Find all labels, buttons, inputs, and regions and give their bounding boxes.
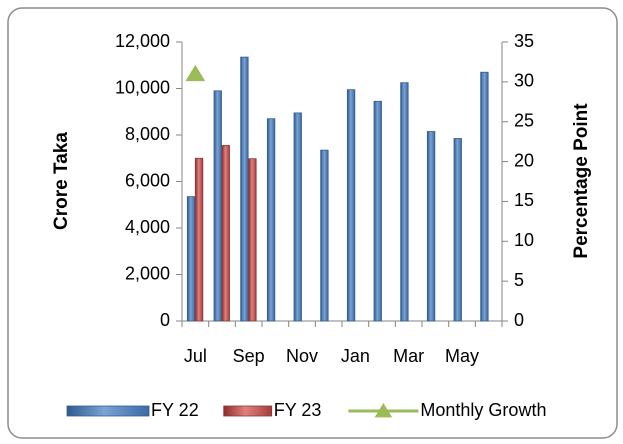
y2-tick-label: 35 <box>514 31 534 51</box>
x-tick-label: Mar <box>393 346 424 366</box>
y2-tick-label: 5 <box>514 270 524 290</box>
bar <box>346 89 356 322</box>
bar <box>248 158 257 322</box>
bar <box>240 56 249 322</box>
bar <box>194 157 204 322</box>
legend-swatch <box>223 405 273 417</box>
bar <box>221 145 230 322</box>
bar <box>320 149 329 322</box>
bar <box>480 71 489 322</box>
bar <box>373 100 382 322</box>
legend-label: Monthly Growth <box>420 400 546 420</box>
y2-tick-label: 25 <box>514 110 534 130</box>
bar <box>266 118 276 322</box>
y2-tick-label: 10 <box>514 230 534 250</box>
y-tick-label: 12,000 <box>115 31 170 51</box>
y-tick-label: 8,000 <box>125 124 170 144</box>
y2-axis-title: Percentage Point <box>571 103 592 259</box>
y-tick-label: 6,000 <box>125 170 170 190</box>
y-axis-title: Crore Taka <box>51 132 72 230</box>
y2-tick-label: 15 <box>514 190 534 210</box>
chart-border <box>7 7 618 439</box>
bar <box>400 82 409 322</box>
y-tick-label: 2,000 <box>125 263 170 283</box>
legend-label: FY 23 <box>274 400 322 420</box>
x-tick-label: Nov <box>286 346 318 366</box>
bar <box>213 90 222 322</box>
x-tick-label: Sep <box>233 346 265 366</box>
legend-swatch <box>66 405 150 417</box>
x-tick-label: May <box>445 346 479 366</box>
y-tick-label: 4,000 <box>125 217 170 237</box>
y2-tick-label: 0 <box>514 310 524 330</box>
x-tick-label: Jul <box>184 346 207 366</box>
legend-swatch <box>374 403 393 418</box>
bar <box>293 112 302 322</box>
bar <box>426 131 436 322</box>
legend-label: FY 22 <box>151 400 199 420</box>
y-tick-label: 10,000 <box>115 77 170 97</box>
y2-tick-label: 30 <box>514 71 534 91</box>
x-tick-label: Jan <box>341 346 370 366</box>
bar <box>453 138 462 322</box>
y-tick-label: 0 <box>160 310 170 330</box>
line-marker <box>185 64 206 82</box>
y2-tick-label: 20 <box>514 150 534 170</box>
bar <box>186 196 196 322</box>
